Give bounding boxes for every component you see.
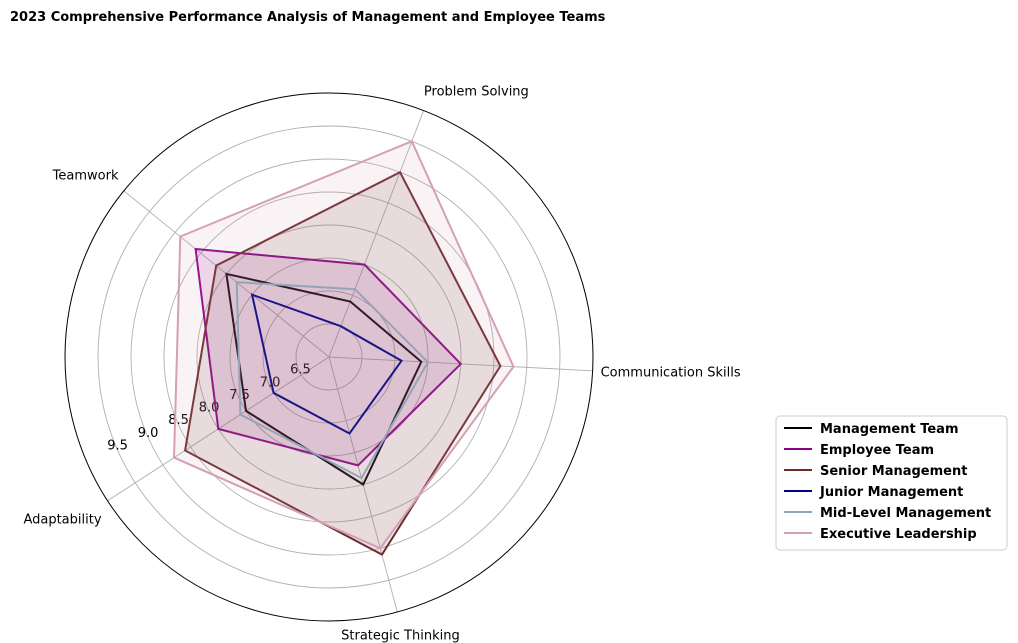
grid-circle-4 (163, 191, 495, 523)
spoke-problem-solving (328, 110, 425, 358)
series-line-executive-leadership (172, 140, 515, 550)
series-line-senior-management (183, 170, 502, 556)
legend-label-management-team: Management Team (820, 422, 959, 437)
legend-box (775, 415, 1008, 551)
axis-label-communication-skills: Communication Skills (601, 365, 741, 380)
axis-label-strategic-thinking: Strategic Thinking (341, 629, 460, 643)
legend-label-executive-leadership: Executive Leadership (820, 527, 977, 542)
r-tick-label: 7.0 (260, 375, 281, 390)
axis-label-teamwork: Teamwork (52, 168, 119, 183)
r-tick-label: 8.5 (168, 413, 189, 428)
legend: Management Team Employee Team Senior Manag… (775, 415, 1008, 551)
axis-label-problem-solving: Problem Solving (424, 84, 529, 99)
series-line-management-team (225, 272, 423, 486)
series-line-mid-level-management (235, 281, 430, 480)
axis-label-adaptability: Adaptability (23, 512, 101, 527)
series-line-employee-team (194, 247, 463, 467)
axis-labels: Communication Skills Problem Solving Teamw… (23, 84, 740, 643)
grid-circle-6 (97, 125, 561, 589)
grid-circle-2 (229, 257, 429, 457)
radar-series (172, 140, 515, 556)
grid-circle-3 (196, 224, 462, 490)
series-fill-employee-team (195, 249, 461, 466)
chart-title: 2023 Comprehensive Performance Analysis … (10, 10, 606, 25)
series-fill-senior-management (185, 172, 501, 555)
legend-label-senior-management: Senior Management (820, 464, 967, 479)
series-fill-executive-leadership (174, 141, 514, 549)
outer-frame (64, 92, 594, 622)
r-tick-label: 9.5 (107, 438, 128, 453)
legend-label-employee-team: Employee Team (820, 443, 934, 458)
legend-label-mid-level-management: Mid-Level Management (820, 506, 991, 521)
series-line-junior-management (250, 293, 403, 435)
r-tick-label: 9.0 (138, 426, 159, 441)
grid-circle-5 (130, 158, 528, 556)
grid-circle-0 (295, 323, 363, 391)
legend-label-junior-management: Junior Management (819, 485, 963, 500)
r-tick-label: 6.5 (290, 363, 311, 378)
